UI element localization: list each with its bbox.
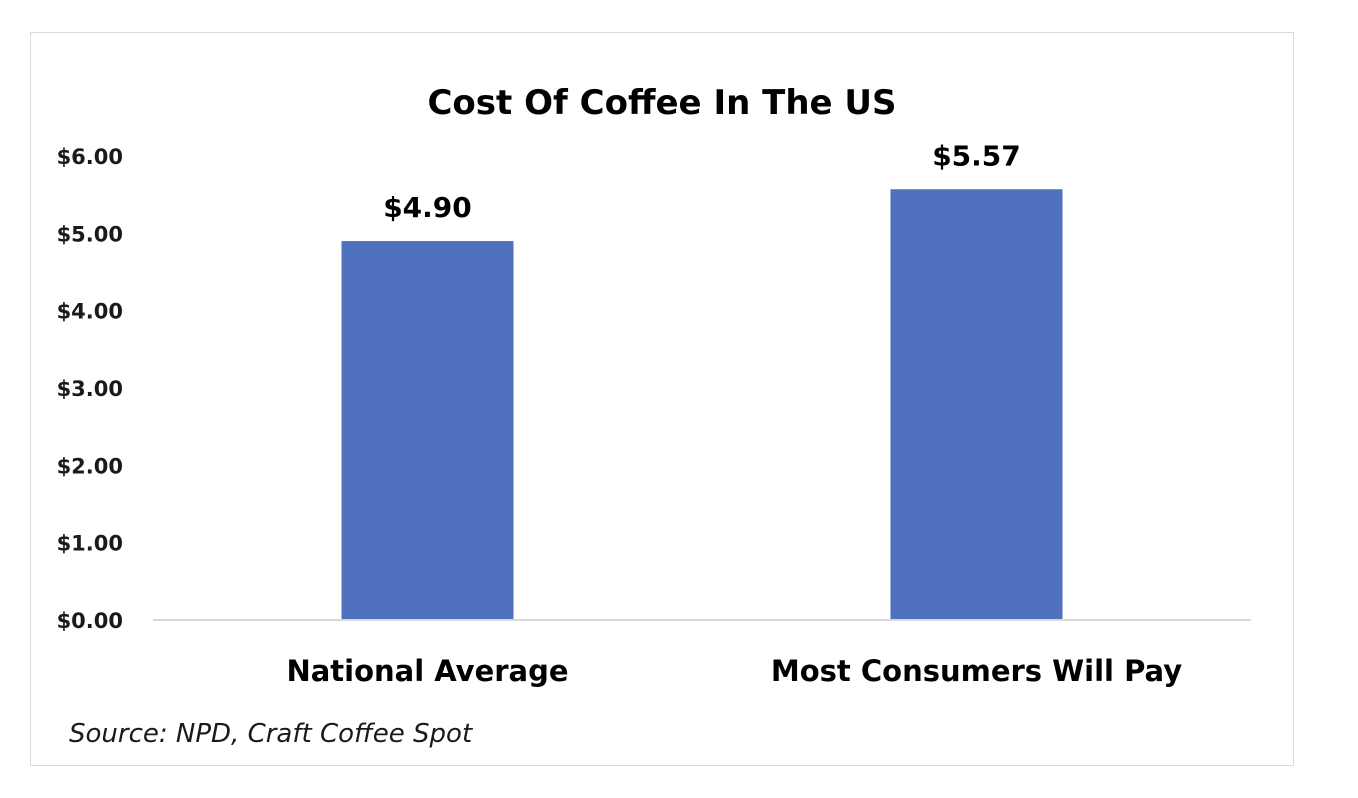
source-note: Source: NPD, Craft Coffee Spot [69, 719, 473, 749]
y-tick-label: $5.00 [57, 222, 123, 246]
bar [341, 241, 514, 621]
y-tick-label: $6.00 [57, 145, 123, 169]
y-tick-label: $3.00 [57, 377, 123, 401]
chart-frame: Cost Of Coffee In The US $0.00 $1.00 $2.00… [30, 32, 1294, 766]
bar-chart: $0.00 $1.00 $2.00 $3.00 $4.00 $5.00 $6.00 $4.90… [57, 139, 1251, 688]
x-category-label: National Average [286, 654, 568, 688]
data-label: $5.57 [932, 139, 1021, 172]
x-category-label: Most Consumers Will Pay [771, 654, 1182, 688]
data-label: $4.90 [383, 191, 472, 224]
bar [890, 189, 1063, 620]
y-tick-label: $1.00 [57, 532, 123, 556]
chart-title: Cost Of Coffee In The US [427, 83, 897, 123]
y-tick-label: $0.00 [57, 609, 123, 633]
y-tick-label: $2.00 [57, 454, 123, 478]
y-tick-label: $4.00 [57, 300, 123, 324]
